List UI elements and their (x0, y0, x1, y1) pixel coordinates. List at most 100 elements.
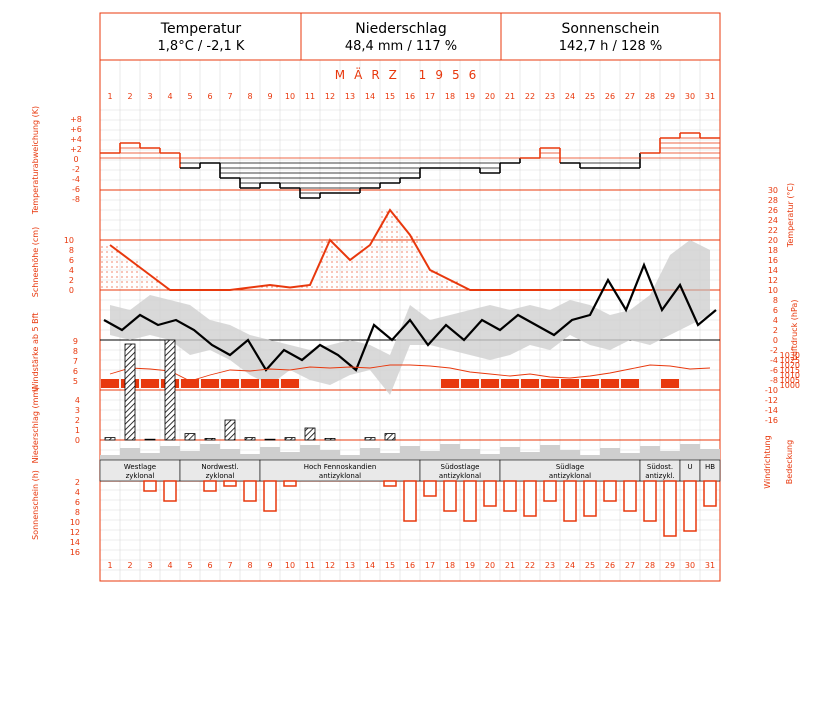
wind-block (601, 379, 619, 388)
day-label-top: 20 (485, 92, 495, 101)
axis-label-snow: Schneehöhe (cm) (31, 227, 40, 297)
day-label-bottom: 1 (107, 561, 112, 570)
wind-block (501, 379, 519, 388)
temperature-tick: 8 (773, 296, 778, 305)
outer-frame (99, 12, 721, 582)
snow-dot (361, 246, 363, 248)
snow-dot (131, 266, 133, 268)
wind-tick: 7 (73, 357, 78, 366)
snow-dot (396, 251, 398, 253)
cloud-cover-bar (600, 448, 620, 461)
snow-dot (156, 286, 158, 288)
snow-dot (451, 286, 453, 288)
snow-dot (121, 276, 123, 278)
wind-block (181, 379, 199, 388)
snow-dot (136, 271, 138, 273)
weather-type-label: Südostlage (441, 463, 480, 471)
snow-dot (431, 271, 433, 273)
sunshine-tick: 10 (70, 518, 80, 527)
anomaly-tick: +6 (70, 125, 82, 134)
cloud-cover-bar (160, 446, 180, 461)
snow-dot (401, 236, 403, 238)
snow-dot (416, 236, 418, 238)
day-label-bottom: 2 (127, 561, 132, 570)
snow-dot (351, 271, 353, 273)
snow-dot (136, 276, 138, 278)
wind-block (561, 379, 579, 388)
snow-dot (386, 241, 388, 243)
cloud-cover-bar (180, 451, 200, 461)
temperature-tick: -10 (765, 386, 778, 395)
sunshine-bar (443, 480, 457, 512)
day-label-top: 3 (147, 92, 152, 101)
snow-dot (386, 286, 388, 288)
snow-dot (381, 286, 383, 288)
header-temperature-label: Temperatur (160, 21, 242, 37)
precip-bar (264, 438, 276, 441)
header-precipitation-value: 48,4 mm / 117 % (344, 39, 458, 54)
snow-dot (391, 226, 393, 228)
day-label-bottom: 27 (625, 561, 635, 570)
day-label-top: 13 (345, 92, 355, 101)
snow-dot (366, 261, 368, 263)
snow-dot (411, 251, 413, 253)
precip-tick: 0 (75, 436, 80, 445)
precip-bar (284, 437, 296, 441)
day-label-bottom: 3 (147, 561, 152, 570)
cloud-cover-bar (140, 453, 160, 461)
snow-dot (426, 286, 428, 288)
snow-dot (111, 251, 113, 253)
snow-dot (141, 281, 143, 283)
snow-dot (336, 246, 338, 248)
snow-dot (131, 276, 133, 278)
cloud-cover-bar (120, 448, 140, 461)
day-label-top: 2 (127, 92, 132, 101)
precip-bar (204, 437, 216, 441)
snow-dot (386, 281, 388, 283)
snow-dot (431, 286, 433, 288)
snow-dot (321, 261, 323, 263)
snow-dot (406, 266, 408, 268)
snow-dot (116, 256, 118, 258)
day-label-bottom: 16 (405, 561, 415, 570)
cloud-cover-bar (700, 449, 720, 461)
header-sunshine-value: 142,7 h / 128 % (558, 39, 663, 54)
anomaly-tick: 0 (73, 155, 78, 164)
snow-dot (116, 261, 118, 263)
precip-tick: 2 (75, 416, 80, 425)
anomaly-tick: -4 (72, 175, 80, 184)
sunshine-bar (683, 480, 697, 532)
day-label-top: 14 (365, 92, 375, 101)
snow-dot (386, 266, 388, 268)
snow-dot (421, 276, 423, 278)
day-label-top: 17 (425, 92, 435, 101)
temperature-tick: 24 (768, 216, 778, 225)
snow-dot (421, 286, 423, 288)
snow-dot (381, 281, 383, 283)
snow-dot (391, 256, 393, 258)
cloud-cover-bar (480, 454, 500, 461)
snow-dot (396, 236, 398, 238)
day-label-top: 8 (247, 92, 252, 101)
day-label-top: 1 (107, 92, 112, 101)
sunshine-tick: 4 (75, 488, 80, 497)
snow-dot (366, 271, 368, 273)
snow-dot (326, 281, 328, 283)
cloud-cover-bar (520, 452, 540, 461)
snow-dot (381, 216, 383, 218)
sunshine-tick: 16 (70, 548, 80, 557)
snow-dot (346, 266, 348, 268)
wind-block (281, 379, 299, 388)
sunshine-bar (223, 480, 237, 487)
snow-dot (386, 236, 388, 238)
wind-block (241, 379, 259, 388)
snow-dot (406, 286, 408, 288)
sunshine-bar (203, 480, 217, 492)
snow-dot (121, 266, 123, 268)
axis-label-wind: Windstärke ab 5 Bft (31, 313, 40, 392)
day-label-bottom: 13 (345, 561, 355, 570)
snow-dot (396, 231, 398, 233)
pressure-tick: 1025 (780, 356, 800, 365)
day-label-top: 30 (685, 92, 695, 101)
day-label-bottom: 4 (167, 561, 172, 570)
